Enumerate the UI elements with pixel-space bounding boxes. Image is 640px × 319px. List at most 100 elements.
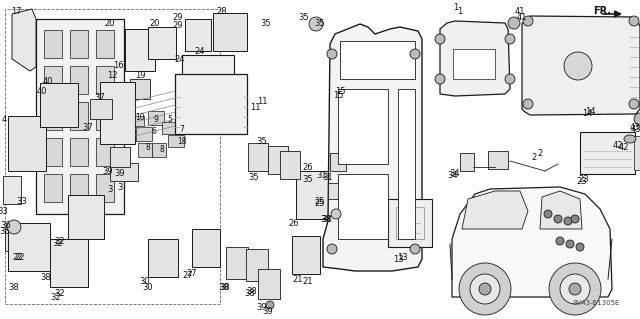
Bar	[453, 49, 495, 79]
Polygon shape	[522, 16, 640, 115]
Bar	[136, 127, 152, 141]
Bar	[96, 30, 114, 58]
Text: 12: 12	[107, 70, 117, 79]
Bar	[226, 247, 248, 279]
Bar	[168, 135, 184, 147]
Text: 23: 23	[579, 174, 589, 183]
Bar	[246, 249, 268, 281]
Text: 22: 22	[13, 253, 23, 262]
Text: 38: 38	[219, 283, 229, 292]
Text: 39: 39	[102, 167, 113, 175]
Text: FR.: FR.	[593, 6, 611, 16]
Text: 39: 39	[257, 302, 268, 311]
Text: 27: 27	[187, 270, 197, 278]
Text: 22: 22	[15, 253, 25, 262]
Bar	[110, 147, 130, 167]
Text: 6: 6	[152, 127, 156, 136]
Polygon shape	[338, 174, 388, 239]
Text: 5: 5	[168, 115, 172, 123]
Polygon shape	[398, 89, 415, 239]
Text: 23: 23	[577, 176, 588, 186]
Text: 25: 25	[315, 198, 325, 207]
Bar	[148, 239, 178, 277]
Text: 7: 7	[180, 124, 184, 133]
Text: 3: 3	[108, 184, 113, 194]
Text: 2: 2	[538, 150, 543, 159]
Ellipse shape	[470, 274, 500, 304]
Text: 27: 27	[182, 271, 193, 279]
Text: 2: 2	[531, 152, 536, 161]
Text: 42: 42	[612, 140, 623, 150]
Ellipse shape	[327, 49, 337, 59]
Text: 42: 42	[619, 143, 629, 152]
Ellipse shape	[554, 215, 562, 223]
Ellipse shape	[549, 263, 601, 315]
Text: 20: 20	[150, 19, 160, 27]
Text: 34: 34	[450, 169, 460, 179]
Bar	[292, 236, 320, 274]
Text: 32: 32	[54, 290, 65, 299]
Bar	[68, 195, 104, 239]
Text: 37: 37	[83, 122, 93, 131]
Bar	[148, 111, 164, 125]
Text: 20: 20	[105, 19, 115, 27]
Text: 35: 35	[257, 137, 268, 145]
Bar	[110, 163, 138, 181]
Text: 31: 31	[323, 173, 333, 182]
Ellipse shape	[629, 99, 639, 109]
Bar	[388, 199, 432, 247]
Text: 10: 10	[135, 113, 145, 122]
Ellipse shape	[435, 34, 445, 44]
Bar	[70, 174, 88, 202]
Text: 11: 11	[250, 102, 260, 112]
Text: 13: 13	[397, 253, 407, 262]
Bar	[296, 171, 331, 219]
Bar	[96, 174, 114, 202]
Text: 36: 36	[0, 226, 10, 235]
Text: 33: 33	[0, 206, 8, 216]
Bar	[138, 143, 152, 157]
Polygon shape	[540, 191, 582, 229]
Ellipse shape	[459, 263, 511, 315]
Ellipse shape	[7, 220, 21, 234]
Ellipse shape	[508, 17, 520, 29]
Text: 32: 32	[54, 236, 65, 246]
Text: 39: 39	[262, 307, 273, 315]
Bar	[634, 136, 640, 170]
Ellipse shape	[523, 16, 533, 26]
Text: 35: 35	[315, 19, 325, 28]
Text: 11: 11	[257, 97, 268, 106]
Text: 8: 8	[159, 145, 164, 153]
Text: 1: 1	[458, 6, 463, 16]
Bar	[8, 223, 50, 271]
Bar	[8, 116, 46, 171]
Ellipse shape	[571, 215, 579, 223]
Text: 28: 28	[217, 6, 227, 16]
Text: 43: 43	[630, 124, 640, 133]
Text: 24: 24	[195, 47, 205, 56]
Bar	[330, 153, 346, 171]
Bar	[396, 207, 424, 239]
Ellipse shape	[505, 34, 515, 44]
Ellipse shape	[564, 217, 572, 225]
Bar	[70, 102, 88, 130]
Text: 30: 30	[140, 277, 150, 286]
Polygon shape	[452, 187, 612, 297]
Text: 29: 29	[173, 20, 183, 29]
Text: 38: 38	[8, 283, 19, 292]
Text: 18: 18	[177, 137, 187, 145]
Bar	[248, 143, 268, 171]
Bar	[152, 143, 166, 157]
Text: 15: 15	[333, 91, 343, 100]
Text: 25: 25	[315, 197, 325, 205]
Ellipse shape	[479, 283, 491, 295]
Bar	[70, 138, 88, 166]
Text: 37: 37	[95, 93, 106, 101]
Bar	[125, 29, 155, 71]
Polygon shape	[440, 21, 510, 96]
Text: 38: 38	[246, 286, 257, 295]
Bar	[175, 74, 247, 134]
Bar	[70, 66, 88, 94]
Text: 36: 36	[1, 220, 12, 229]
Bar	[70, 30, 88, 58]
